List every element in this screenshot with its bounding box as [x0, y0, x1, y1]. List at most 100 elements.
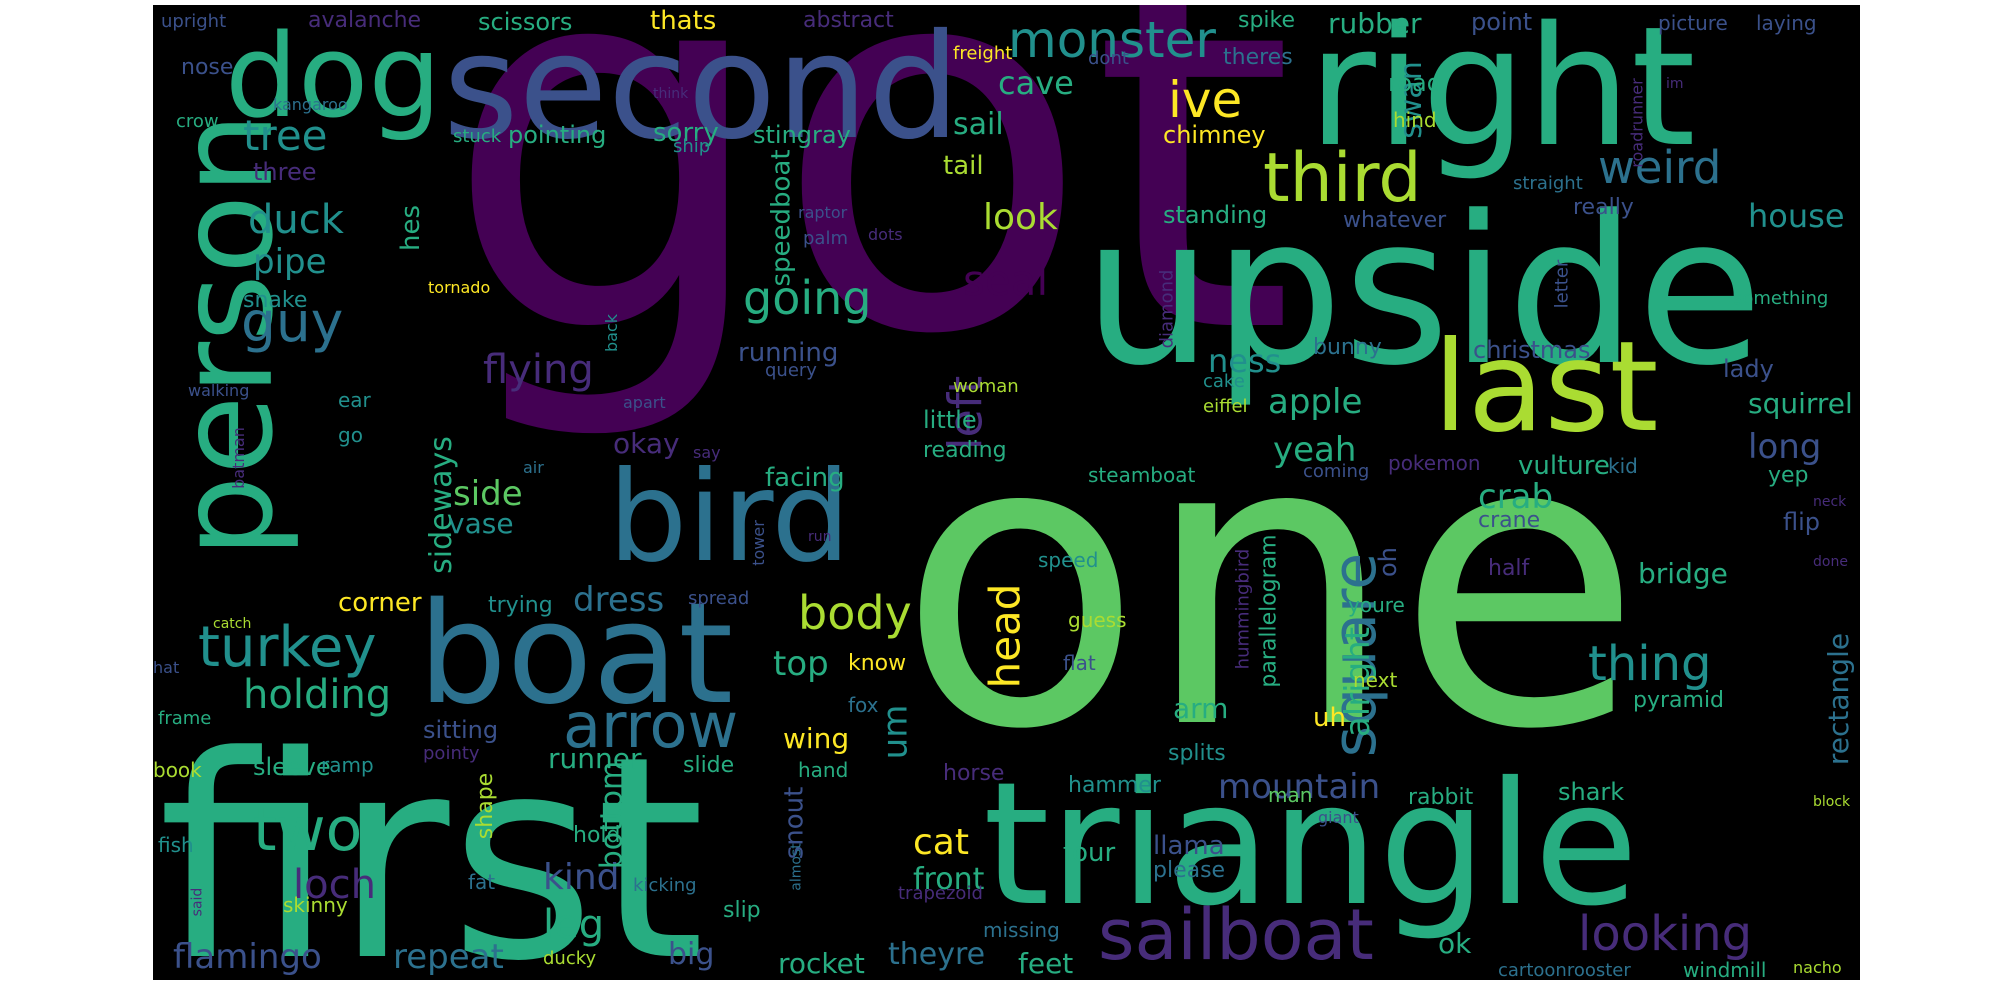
word: body — [798, 586, 912, 640]
word: coming — [1303, 461, 1370, 482]
word: trying — [488, 593, 553, 618]
word: weird — [1598, 141, 1722, 194]
word: upright — [161, 11, 227, 32]
word: fish — [158, 833, 194, 857]
word: going — [743, 271, 872, 325]
word: tower — [748, 520, 768, 566]
word: yep — [1768, 463, 1809, 488]
word: palm — [803, 228, 848, 249]
word: really — [1573, 195, 1634, 220]
word: ducky — [543, 948, 597, 969]
word: nacho — [1793, 958, 1842, 977]
word: bridge — [1638, 557, 1728, 590]
word: triangle — [983, 746, 1639, 944]
word: fat — [468, 870, 496, 894]
word: pokemon — [1388, 451, 1481, 475]
word: corner — [338, 588, 422, 618]
word: done — [1813, 554, 1848, 570]
word: dots — [868, 225, 903, 244]
word: apart — [623, 393, 666, 412]
word: thing — [1588, 636, 1712, 692]
word: eiffel — [1203, 396, 1248, 417]
word: next — [1353, 668, 1398, 692]
word: letter — [1551, 259, 1573, 309]
word: go — [338, 423, 363, 447]
word: oh — [1373, 547, 1402, 577]
word: scissors — [478, 8, 573, 36]
word: boat — [418, 573, 734, 736]
word: abstract — [803, 8, 894, 33]
word: got — [443, 5, 1296, 448]
word: walking — [188, 381, 250, 400]
word: turkey — [198, 615, 377, 680]
word: snake — [243, 288, 308, 313]
word: road — [1388, 69, 1442, 97]
word: third — [1263, 139, 1422, 218]
word: looking — [1578, 906, 1753, 962]
word: theyre — [888, 937, 986, 972]
word: trapezoid — [898, 883, 983, 904]
word: book — [153, 758, 202, 782]
word: point — [1471, 8, 1533, 36]
word: query — [765, 360, 817, 381]
word: crane — [1478, 508, 1541, 533]
word: rocket — [778, 947, 865, 980]
word: cat — [913, 822, 969, 863]
word: hat — [153, 658, 180, 677]
word: splits — [1168, 741, 1226, 766]
word: apple — [1268, 382, 1363, 422]
word: yeah — [1273, 430, 1357, 470]
word: monster — [1008, 11, 1216, 69]
word: half — [1488, 556, 1530, 581]
word: spike — [1238, 8, 1296, 33]
word: rabbit — [1408, 785, 1474, 810]
word: ramp — [321, 753, 374, 777]
word: top — [773, 644, 829, 684]
word: ship — [673, 136, 711, 157]
word: running — [738, 338, 839, 368]
word: arm — [1173, 692, 1229, 725]
word: skinny — [283, 893, 348, 917]
word: roadrunner — [1627, 78, 1647, 168]
word: holding — [243, 672, 392, 718]
word: standing — [1163, 201, 1268, 229]
word: batman — [228, 427, 248, 489]
word: arrow — [563, 689, 739, 762]
word: flamingo — [173, 937, 322, 977]
word: flip — [1783, 508, 1821, 536]
word: avalanche — [308, 8, 422, 33]
word: laying — [1756, 11, 1817, 35]
word: dress — [573, 580, 665, 620]
word: head — [980, 583, 1030, 689]
word: horse — [943, 761, 1005, 786]
word: woman — [953, 376, 1019, 397]
word: diamond — [1156, 269, 1178, 349]
word: steamboat — [1088, 463, 1196, 487]
word: first — [158, 697, 706, 980]
word: missing — [983, 918, 1060, 942]
word: windmill — [1683, 958, 1767, 980]
word: loch — [293, 862, 376, 908]
word: sleeve — [253, 753, 331, 781]
word: seal — [963, 256, 1049, 305]
word: say — [693, 443, 721, 462]
word: pyramid — [1633, 688, 1725, 713]
word: llama — [1153, 831, 1225, 861]
word: hand — [798, 758, 849, 782]
word: crab — [1478, 477, 1554, 517]
word: um — [875, 704, 916, 760]
word: sorry — [653, 118, 719, 148]
word: parallelogram — [1256, 534, 1282, 688]
word: last — [1433, 315, 1659, 460]
word: stuck — [453, 126, 502, 147]
word: vase — [448, 507, 514, 540]
word: long — [1748, 427, 1822, 467]
word: dog — [225, 10, 442, 144]
word: fox — [848, 693, 879, 717]
word: run — [808, 529, 832, 545]
word: tornado — [428, 278, 491, 297]
word: rubber — [1328, 7, 1422, 40]
word: kicking — [633, 875, 697, 896]
word: second — [443, 5, 961, 172]
word: feet — [1018, 947, 1074, 980]
